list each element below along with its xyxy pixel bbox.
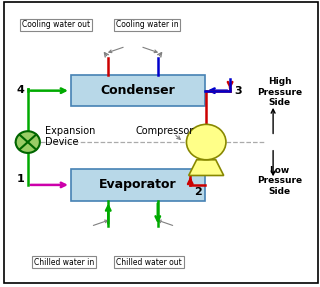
Text: Chilled water out: Chilled water out [116, 257, 182, 267]
Text: Expansion
Device: Expansion Device [45, 125, 95, 147]
Polygon shape [189, 160, 224, 175]
Text: Chilled water in: Chilled water in [34, 257, 94, 267]
FancyBboxPatch shape [71, 75, 204, 106]
Text: Compressor: Compressor [135, 126, 194, 136]
Text: Cooling water in: Cooling water in [116, 20, 179, 30]
Text: 4: 4 [17, 85, 25, 95]
Text: 3: 3 [234, 86, 242, 96]
Text: 1: 1 [17, 174, 24, 184]
Circle shape [16, 131, 40, 153]
Text: Condenser: Condenser [100, 84, 175, 97]
Text: High
Pressure
Side: High Pressure Side [257, 77, 302, 107]
FancyBboxPatch shape [71, 169, 204, 201]
Text: 2: 2 [194, 187, 202, 197]
Circle shape [187, 124, 226, 160]
Text: Cooling water out: Cooling water out [22, 20, 91, 30]
Text: Low
Pressure
Side: Low Pressure Side [257, 166, 302, 195]
Text: Evaporator: Evaporator [99, 179, 177, 191]
